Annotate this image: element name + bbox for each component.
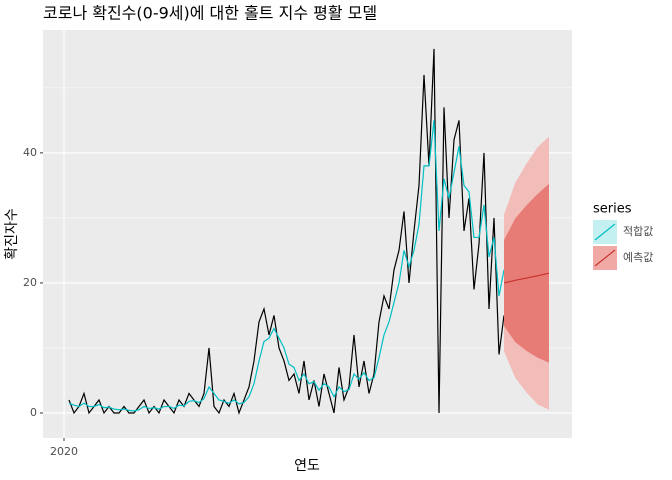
legend-label: 예측값 xyxy=(623,251,653,264)
x-tick-label: 2020 xyxy=(50,445,78,458)
y-tick-label: 40 xyxy=(23,146,37,159)
y-tick-label: 0 xyxy=(30,406,37,419)
legend-label: 적합값 xyxy=(623,225,653,238)
panel xyxy=(43,30,572,438)
legend-key-line xyxy=(594,223,616,241)
series-line xyxy=(503,272,550,284)
legend-key-line xyxy=(594,249,616,267)
y-axis-label: 확진자수 xyxy=(4,208,20,260)
x-axis-label: 연도 xyxy=(294,458,320,474)
legend-title: series xyxy=(593,202,632,217)
y-tick-label: 20 xyxy=(23,276,37,289)
series-line xyxy=(68,120,505,412)
prediction-band xyxy=(504,183,549,363)
chart-title: 코로나 확진수(0-9세)에 대한 홀트 지수 평활 모델 xyxy=(43,4,377,23)
series-line xyxy=(68,48,505,415)
